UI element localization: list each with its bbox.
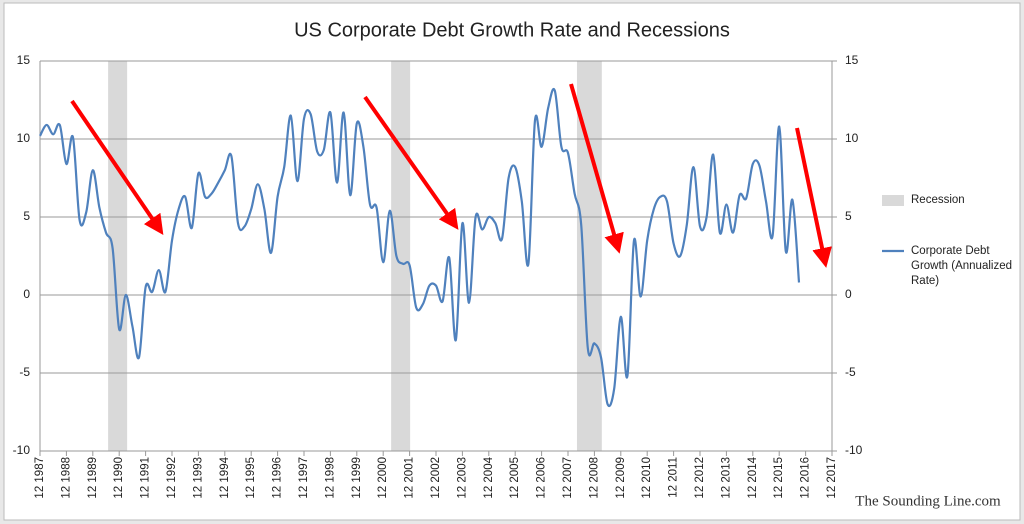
x-tick-label: 12 2005 <box>509 457 521 499</box>
x-tick-label: 12 1988 <box>60 457 72 499</box>
x-tick-label: 12 2009 <box>615 457 627 499</box>
legend-label: Recession <box>911 194 965 206</box>
x-tick-label: 12 2016 <box>800 457 812 499</box>
arrow <box>70 99 164 235</box>
x-tick-label: 12 2012 <box>694 457 706 499</box>
grid-layer: -10 -5 0 5 10 15 -10 -5 0 5 10 15 12 1987 12 1988 12 1… <box>13 53 863 498</box>
x-tick-label: 12 1992 <box>166 457 178 499</box>
legend-label: Corporate Debt Growth (Annualized Rate) <box>911 245 1012 287</box>
x-tick-label: 12 2014 <box>747 456 759 498</box>
arrow <box>795 127 832 268</box>
x-tick-label: 12 2013 <box>720 457 732 499</box>
y2-tick-label: -10 <box>845 443 863 457</box>
y2-tick-label: 5 <box>845 209 852 223</box>
y-tick-label: -5 <box>19 365 30 379</box>
x-tick-label: 12 1994 <box>219 456 231 498</box>
x-tick-label: 12 1995 <box>245 457 257 499</box>
chart-title: US Corporate Debt Growth Rate and Recess… <box>294 19 730 41</box>
y2-tick-label: 10 <box>845 131 859 145</box>
x-tick-label: 12 1999 <box>351 457 363 499</box>
line-layer <box>39 88 801 408</box>
x-tick-label: 12 1989 <box>87 457 99 499</box>
x-tick-label: 12 2015 <box>773 457 785 499</box>
y2-tick-label: 15 <box>845 53 859 67</box>
arrow <box>363 95 459 230</box>
x-tick-label: 12 1996 <box>272 457 284 499</box>
x-tick-label: 12 2010 <box>641 457 653 499</box>
x-tick-label: 12 2017 <box>826 457 838 499</box>
y2-tick-label: 0 <box>845 287 852 301</box>
x-tick-label: 12 1993 <box>192 457 204 499</box>
arrow <box>569 83 624 254</box>
chart-background <box>3 2 1021 521</box>
recession-band <box>108 61 128 451</box>
x-tick-label: 12 2011 <box>668 457 680 498</box>
recession-layer <box>108 61 602 451</box>
x-tick-label: 12 1998 <box>324 457 336 499</box>
x-tick-label: 12 2002 <box>430 457 442 499</box>
trend-arrows <box>70 83 832 268</box>
y-tick-label: 10 <box>17 131 31 145</box>
legend-swatch <box>882 195 904 206</box>
y-tick-label: 0 <box>23 287 30 301</box>
x-tick-label: 12 1997 <box>298 457 310 499</box>
recession-band <box>391 61 411 451</box>
y-tick-label: 15 <box>17 53 31 67</box>
watermark: The Sounding Line.com <box>855 493 1001 509</box>
x-tick-label: 12 2006 <box>536 457 548 499</box>
x-tick-label: 12 2007 <box>562 457 574 499</box>
y-tick-label: -10 <box>13 443 31 457</box>
x-tick-label: 12 2001 <box>404 457 416 499</box>
x-tick-label: 12 2004 <box>483 456 495 498</box>
x-tick-label: 12 2003 <box>456 457 468 499</box>
x-tick-label: 12 2008 <box>588 457 600 499</box>
x-tick-label: 12 1987 <box>34 457 46 499</box>
y2-tick-label: -5 <box>845 365 856 379</box>
x-tick-label: 12 1991 <box>140 457 152 499</box>
data-line <box>39 88 801 408</box>
y-tick-label: 5 <box>23 209 30 223</box>
x-tick-label: 12 2000 <box>377 457 389 499</box>
x-tick-label: 12 1990 <box>113 457 125 499</box>
